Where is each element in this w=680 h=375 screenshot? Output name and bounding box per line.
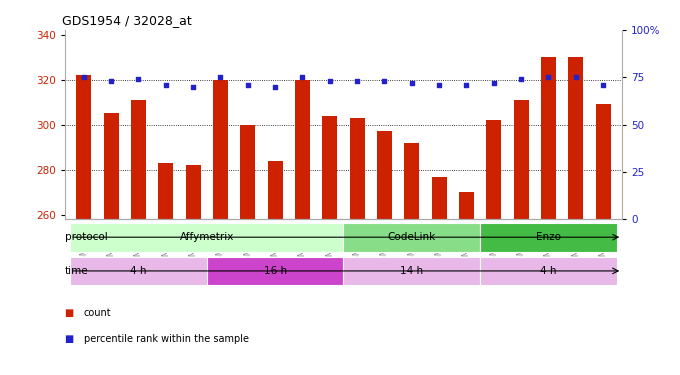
Point <box>215 74 226 80</box>
Bar <box>513 100 528 219</box>
Text: 16 h: 16 h <box>264 266 287 276</box>
Bar <box>76 75 91 219</box>
Text: protocol: protocol <box>65 232 107 242</box>
Bar <box>131 100 146 219</box>
Text: time: time <box>65 266 88 276</box>
Point <box>133 76 144 82</box>
Bar <box>541 57 556 219</box>
Bar <box>343 256 480 285</box>
Point <box>571 74 581 80</box>
Bar <box>480 256 617 285</box>
Bar <box>186 165 201 219</box>
Bar <box>343 223 480 252</box>
Point <box>515 76 526 82</box>
Text: Enzo: Enzo <box>536 232 561 242</box>
Bar <box>70 223 343 252</box>
Bar <box>350 118 364 219</box>
Point <box>352 78 362 84</box>
Text: percentile rank within the sample: percentile rank within the sample <box>84 334 249 344</box>
Bar <box>432 177 447 219</box>
Bar <box>70 256 207 285</box>
Bar <box>207 256 343 285</box>
Point <box>434 82 445 88</box>
Bar <box>322 116 337 219</box>
Bar <box>158 163 173 219</box>
Point <box>242 82 253 88</box>
Bar <box>486 120 501 219</box>
Bar <box>295 80 310 219</box>
Point <box>543 74 554 80</box>
Point <box>379 78 390 84</box>
Point <box>105 78 116 84</box>
Bar <box>240 124 255 219</box>
Bar <box>377 132 392 219</box>
Bar <box>213 80 228 219</box>
Text: 4 h: 4 h <box>540 266 557 276</box>
Point <box>160 82 171 88</box>
Text: 4 h: 4 h <box>130 266 147 276</box>
Bar <box>568 57 583 219</box>
Point <box>78 74 89 80</box>
Bar <box>404 143 420 219</box>
Point <box>598 82 609 88</box>
Point <box>461 82 472 88</box>
Text: GDS1954 / 32028_at: GDS1954 / 32028_at <box>62 15 192 27</box>
Point <box>406 80 417 86</box>
Point <box>488 80 499 86</box>
Point <box>270 84 281 90</box>
Text: Affymetrix: Affymetrix <box>180 232 234 242</box>
Bar <box>480 223 617 252</box>
Text: count: count <box>84 308 112 318</box>
Point <box>324 78 335 84</box>
Bar <box>596 104 611 219</box>
Bar <box>459 192 474 219</box>
Point <box>297 74 308 80</box>
Text: ■: ■ <box>65 334 74 344</box>
Text: CodeLink: CodeLink <box>388 232 436 242</box>
Point <box>188 84 199 90</box>
Bar <box>103 113 118 219</box>
Text: 14 h: 14 h <box>400 266 423 276</box>
Text: ■: ■ <box>65 308 74 318</box>
Bar <box>267 161 283 219</box>
